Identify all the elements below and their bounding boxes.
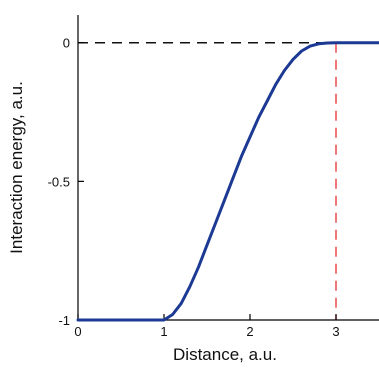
- x-tick-label: 0: [74, 324, 81, 339]
- y-tick-label: 0: [63, 36, 70, 51]
- y-tick-label: -1: [58, 313, 70, 328]
- x-tick-label: 3: [332, 324, 339, 339]
- series-layer: [76, 41, 379, 322]
- energy-curve: [76, 41, 379, 322]
- x-axis-label: Distance, a.u.: [173, 345, 277, 364]
- x-tick-label: 1: [160, 324, 167, 339]
- axes: [77, 15, 379, 321]
- x-tick-label: 2: [246, 324, 253, 339]
- y-axis-label: Interaction energy, a.u.: [7, 81, 26, 254]
- ticks: 0 1 2 3 0 -0.5 -1: [48, 36, 340, 339]
- reference-lines: [78, 41, 379, 320]
- y-tick-label: -0.5: [48, 174, 70, 189]
